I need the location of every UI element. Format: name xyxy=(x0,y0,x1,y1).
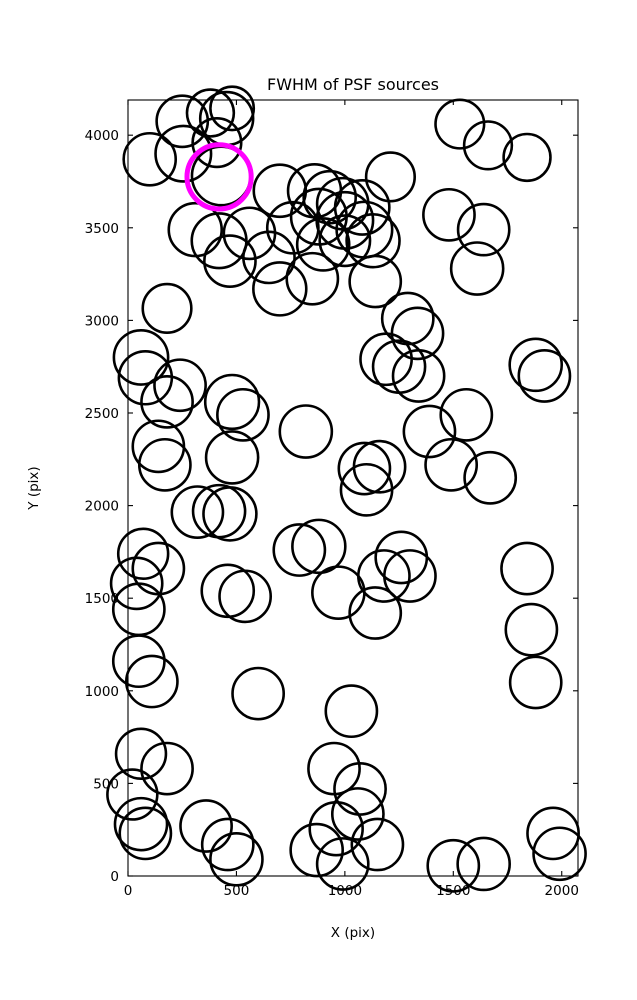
psf-source-circle[interactable] xyxy=(348,254,403,309)
psf-source-circle[interactable] xyxy=(265,200,320,255)
psf-source-circle[interactable] xyxy=(348,586,403,640)
psf-source-circle[interactable] xyxy=(109,556,164,611)
x-tick-label: 1000 xyxy=(328,883,362,899)
x-tick-label: 500 xyxy=(224,883,250,899)
psf-source-circle[interactable] xyxy=(330,787,385,841)
psf-source-circle[interactable] xyxy=(203,373,261,431)
psf-source-circle[interactable] xyxy=(439,387,494,442)
psf-source-circle[interactable] xyxy=(318,214,372,268)
data-points-layer xyxy=(106,85,587,893)
psf-source-circle[interactable] xyxy=(170,485,225,539)
x-axis-ticks: 0 500 1000 1500 2000 xyxy=(124,100,579,899)
psf-source-circle[interactable] xyxy=(118,806,173,861)
y-axis-label: Y (pix) xyxy=(26,466,42,510)
psf-source-circle[interactable] xyxy=(209,832,264,887)
y-tick-label: 1000 xyxy=(85,684,119,700)
psf-source-circle[interactable] xyxy=(345,212,401,269)
plot-frame xyxy=(127,99,579,877)
psf-source-circle[interactable] xyxy=(500,541,554,596)
psf-source-circle[interactable] xyxy=(504,602,559,657)
psf-source-circle[interactable] xyxy=(337,441,392,496)
psf-source-circle[interactable] xyxy=(278,404,334,459)
x-axis-label: X (pix) xyxy=(331,925,375,941)
y-tick-label: 1500 xyxy=(85,591,119,607)
psf-source-circle[interactable] xyxy=(231,666,286,721)
selected-source-circle[interactable] xyxy=(184,142,254,212)
psf-source-circle[interactable] xyxy=(315,837,370,891)
psf-source-circle[interactable] xyxy=(456,202,511,257)
x-tick-label: 2000 xyxy=(545,883,579,899)
psf-source-circle[interactable] xyxy=(242,230,296,285)
psf-source-circle[interactable] xyxy=(252,261,308,317)
psf-source-circle[interactable] xyxy=(517,349,572,403)
psf-source-circle[interactable] xyxy=(218,569,273,624)
psf-source-circle[interactable] xyxy=(502,132,552,183)
psf-source-circle[interactable] xyxy=(526,806,580,861)
psf-source-circle[interactable] xyxy=(203,234,257,289)
y-tick-label: 2500 xyxy=(85,406,119,422)
psf-source-circle[interactable] xyxy=(216,387,270,442)
psf-source-circle[interactable] xyxy=(508,655,563,710)
psf-source-circle[interactable] xyxy=(111,634,166,689)
x-tick-label: 1500 xyxy=(436,883,470,899)
psf-source-circle[interactable] xyxy=(364,151,416,203)
psf-source-circle[interactable] xyxy=(383,549,437,603)
y-tick-label: 2000 xyxy=(85,499,119,515)
psf-source-circle[interactable] xyxy=(122,131,178,187)
psf-source-circle[interactable] xyxy=(449,241,505,296)
psf-source-circle[interactable] xyxy=(185,88,236,138)
psf-source-circle[interactable] xyxy=(140,741,194,796)
psf-source-circle[interactable] xyxy=(324,684,379,739)
y-tick-label: 0 xyxy=(110,869,119,885)
psf-source-circle[interactable] xyxy=(141,282,193,334)
psf-source-circle[interactable] xyxy=(124,654,179,709)
psf-source-circle[interactable] xyxy=(424,437,479,492)
psf-source-circle[interactable] xyxy=(532,826,587,882)
psf-source-circle[interactable] xyxy=(295,217,351,272)
psf-source-circle[interactable] xyxy=(154,124,213,183)
psf-source-circle[interactable] xyxy=(209,85,256,132)
psf-source-circle[interactable] xyxy=(113,796,169,852)
psf-source-circle[interactable] xyxy=(285,251,340,306)
psf-source-circle[interactable] xyxy=(333,762,387,816)
psf-source-circle[interactable] xyxy=(191,117,243,169)
psf-source-circle[interactable] xyxy=(204,430,260,485)
psf-source-circle[interactable] xyxy=(291,518,347,575)
psf-source-circle[interactable] xyxy=(179,799,233,853)
psf-source-circle[interactable] xyxy=(359,332,413,387)
psf-source-circle[interactable] xyxy=(202,486,258,542)
y-axis-ticks: 0 500 1000 1500 2000 2500 3000 3500 4000 xyxy=(85,128,578,885)
psf-source-circle[interactable] xyxy=(153,358,207,413)
psf-source-circle[interactable] xyxy=(114,727,168,781)
psf-source-circle[interactable] xyxy=(422,187,476,242)
psf-source-circle[interactable] xyxy=(106,768,159,821)
psf-source-circle[interactable] xyxy=(116,527,170,580)
y-tick-label: 500 xyxy=(93,776,119,792)
psf-source-circle[interactable] xyxy=(137,437,192,492)
y-tick-label: 3500 xyxy=(85,221,119,237)
chart-title: FWHM of PSF sources xyxy=(267,75,439,94)
psf-source-circle[interactable] xyxy=(200,817,255,872)
psf-source-circle[interactable] xyxy=(333,179,391,236)
y-tick-label: 3000 xyxy=(85,313,119,329)
psf-source-circle[interactable] xyxy=(391,349,446,403)
psf-source-circle[interactable] xyxy=(402,404,457,459)
y-tick-label: 4000 xyxy=(85,128,119,144)
psf-source-circle[interactable] xyxy=(462,120,514,171)
psf-source-circle[interactable] xyxy=(456,836,511,892)
psf-source-circle[interactable] xyxy=(140,374,194,429)
psf-source-circle[interactable] xyxy=(339,462,394,517)
x-tick-label: 0 xyxy=(124,883,133,899)
psf-source-circle[interactable] xyxy=(112,329,170,386)
psf-source-circle[interactable] xyxy=(272,523,327,577)
psf-source-circle[interactable] xyxy=(463,450,518,505)
psf-source-circle[interactable] xyxy=(302,169,358,225)
psf-source-circle[interactable] xyxy=(311,565,366,620)
psf-source-circle[interactable] xyxy=(350,817,405,872)
psf-source-circle[interactable] xyxy=(508,337,564,393)
psf-source-circle[interactable] xyxy=(426,838,481,893)
